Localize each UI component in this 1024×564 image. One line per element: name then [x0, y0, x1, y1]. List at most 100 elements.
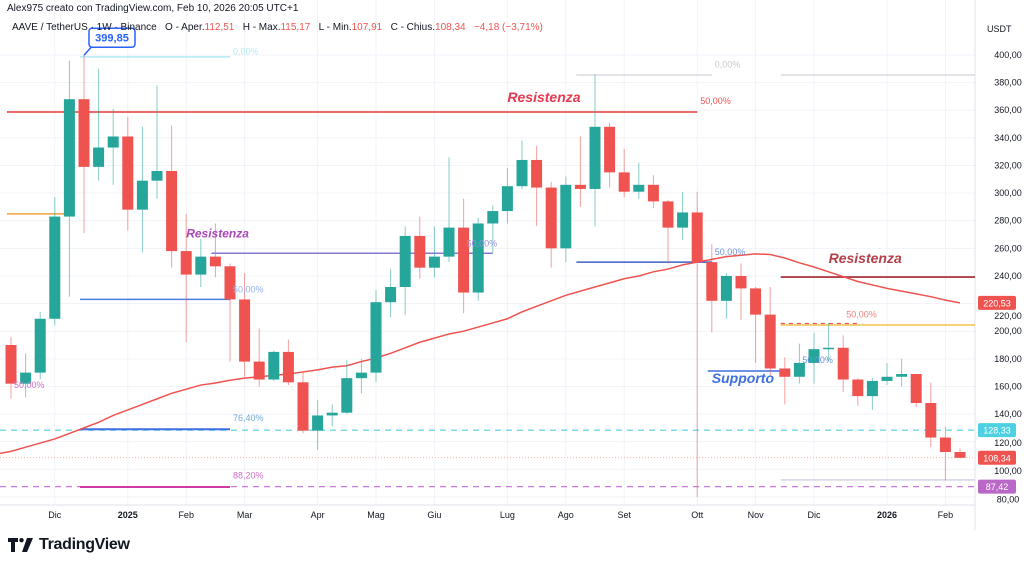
candle [341, 360, 353, 415]
candle [443, 157, 455, 263]
candle-body [633, 184, 645, 192]
candle-body [370, 302, 382, 373]
candle-body [268, 351, 280, 380]
chart-credit: Alex975 creato con TradingView.com, Feb … [7, 3, 299, 14]
candle-body [78, 99, 90, 167]
candle [107, 108, 119, 185]
annotation-label: Supporto [712, 370, 775, 386]
fib-level-label: 50,00% [802, 355, 833, 365]
tradingview-logo[interactable]: TradingView [8, 536, 130, 554]
tradingview-logo-icon [8, 538, 33, 552]
price-tick-label: 160,00 [994, 381, 1022, 391]
candle [852, 378, 864, 406]
candle [78, 55, 90, 234]
tradingview-brand: TradingView [39, 536, 130, 553]
candle-body [881, 376, 893, 381]
candle [896, 358, 908, 387]
price-tick-label: 220,00 [994, 311, 1022, 321]
price-tag [978, 450, 1016, 465]
candle [195, 238, 207, 288]
price-tick-label: 300,00 [994, 188, 1022, 198]
candle-body [93, 147, 105, 167]
candle [735, 263, 747, 321]
candle-body [151, 171, 163, 181]
candle-body [954, 452, 966, 458]
symbol-name: AAVE / TetherUS · 1W · Binance [12, 22, 157, 33]
candle-body [545, 187, 557, 249]
candle-body [560, 184, 572, 249]
time-tick-label: Mar [237, 510, 253, 520]
candle-body [720, 275, 732, 301]
candle [428, 226, 440, 278]
fib-level-label: 76,40% [233, 413, 264, 423]
candle-body [691, 212, 703, 263]
candle-body [604, 126, 616, 173]
candle-body [618, 172, 630, 192]
price-tick-label: 320,00 [994, 160, 1022, 170]
candle-body [910, 374, 922, 404]
candle [501, 168, 513, 224]
candle [662, 200, 674, 264]
price-tag-label: 220,53 [983, 298, 1011, 308]
high-label: H - Max. [242, 22, 281, 33]
candle [326, 404, 338, 427]
candle-body [209, 256, 221, 267]
candle-body [501, 186, 513, 212]
candle [166, 125, 178, 268]
candle [472, 217, 484, 301]
fib-level-label: 50,00% [14, 380, 45, 390]
time-tick-label: Lug [500, 510, 515, 520]
candle [151, 85, 163, 199]
candle-body [282, 351, 294, 383]
candle [63, 60, 75, 297]
candle-body [458, 227, 470, 293]
candle-body [224, 266, 236, 300]
change-value: −4,18 (−3,71%) [473, 22, 543, 33]
candle-body [779, 368, 791, 377]
annotation-label: Resistenza [186, 226, 249, 240]
candle-body [326, 412, 338, 416]
candle-body [793, 362, 805, 377]
candle [881, 362, 893, 386]
candle [764, 287, 776, 376]
price-tick-label: 140,00 [994, 409, 1022, 419]
price-tick-label: 260,00 [994, 243, 1022, 253]
candle-body [341, 378, 353, 413]
candle-body [428, 256, 440, 268]
price-tick-label: 100,00 [994, 466, 1022, 476]
time-tick-label: Nov [748, 510, 765, 520]
close-value: 108,34 [435, 22, 466, 33]
candle-body [63, 99, 75, 217]
candle-body [385, 287, 397, 303]
candle [691, 191, 703, 497]
price-tick-label: 380,00 [994, 78, 1022, 88]
candle [589, 74, 601, 227]
candle-body [355, 372, 367, 379]
price-tag [978, 295, 1016, 310]
price-tag-label: 87,42 [986, 482, 1009, 492]
time-tick-label: Feb [938, 510, 954, 520]
candle [604, 122, 616, 188]
time-tick-label: Feb [178, 510, 194, 520]
time-tick-label: Mag [367, 510, 385, 520]
candle [458, 198, 470, 314]
candle-body [852, 379, 864, 397]
candle-body [107, 136, 119, 148]
candle-body [443, 227, 455, 257]
candle-body [764, 314, 776, 369]
candle [939, 426, 951, 481]
candle [750, 287, 762, 363]
candle-body [49, 216, 61, 319]
candle [720, 273, 732, 319]
candle [49, 197, 61, 326]
candle [516, 140, 528, 189]
candle-body [122, 136, 134, 210]
candle [136, 126, 148, 253]
candle [312, 400, 324, 450]
candle-body [20, 372, 32, 384]
candle-body [589, 126, 601, 189]
candle-body [399, 235, 411, 288]
annotation-label: Resistenza [507, 89, 580, 105]
open-label: O - Aper. [165, 22, 205, 33]
